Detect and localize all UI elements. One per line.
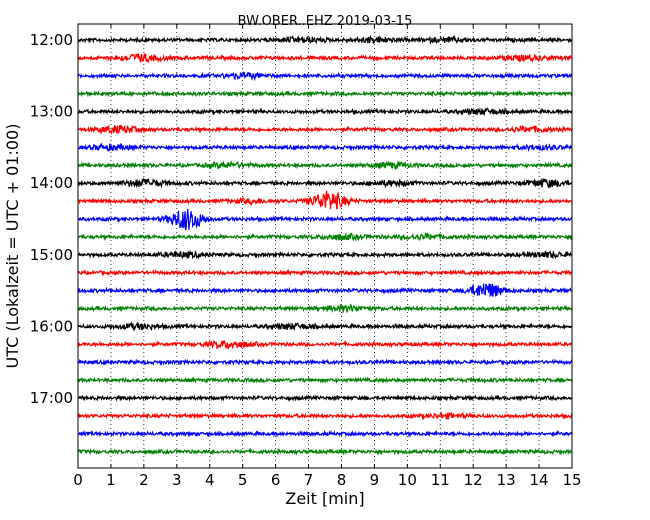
x-axis-label: Zeit [min]	[285, 489, 364, 508]
trace-1330	[77, 142, 573, 153]
x-tick-label: 13	[497, 471, 516, 489]
x-tick-label: 1	[106, 471, 116, 489]
x-tick-label: 12	[464, 471, 483, 489]
trace-1400	[77, 177, 573, 189]
trace-1530	[77, 283, 573, 297]
x-tick-label: 11	[431, 471, 450, 489]
x-tick-label: 14	[530, 471, 549, 489]
trace-1245	[77, 89, 573, 98]
x-tick-label: 2	[139, 471, 149, 489]
trace-1700	[77, 393, 573, 402]
x-tick-label: 7	[304, 471, 314, 489]
y-tick-label: 12:00	[30, 31, 73, 49]
y-tick-label: 15:00	[30, 246, 73, 264]
x-tick-label: 5	[238, 471, 248, 489]
trace-1715	[77, 411, 573, 421]
y-tick-label: 17:00	[30, 389, 73, 407]
trace-1745	[77, 447, 573, 456]
trace-1600	[77, 320, 573, 332]
x-tick-label: 10	[398, 471, 417, 489]
trace-1445	[77, 231, 573, 242]
plot-frame	[77, 23, 573, 469]
trace-1515	[77, 268, 573, 277]
trace-1545	[77, 303, 573, 314]
x-tick-label: 4	[205, 471, 215, 489]
trace-1345	[77, 160, 573, 171]
x-tick-label: 8	[337, 471, 347, 489]
x-axis-ticks: 0 1 2 3 4 5 6 7 8 9 10 11 12 13 14 15	[73, 24, 582, 489]
trace-1215	[77, 53, 573, 64]
trace-1430	[77, 208, 573, 231]
x-tick-label: 0	[73, 471, 83, 489]
x-tick-label: 15	[562, 471, 581, 489]
grid-lines	[110, 24, 540, 468]
trace-1730	[77, 429, 573, 438]
trace-1500	[77, 249, 573, 260]
trace-1415	[77, 190, 573, 210]
trace-1300	[77, 107, 573, 117]
trace-1315	[77, 124, 573, 135]
x-tick-label: 9	[370, 471, 380, 489]
trace-1630	[77, 358, 573, 367]
trace-1230	[77, 71, 573, 82]
trace-1615	[77, 339, 573, 350]
trace-1200	[77, 34, 573, 45]
x-tick-label: 3	[172, 471, 182, 489]
y-tick-label: 14:00	[30, 174, 73, 192]
trace-1645	[77, 375, 573, 385]
y-axis-ticks: 12:00 13:00 14:00 15:00 16:00 17:00	[30, 31, 572, 407]
y-axis-label: UTC (Lokalzeit = UTC + 01:00)	[3, 124, 22, 369]
chart-title: BW.OBER..EHZ 2019-03-15	[238, 14, 413, 29]
y-tick-label: 13:00	[30, 103, 73, 121]
x-tick-label: 6	[271, 471, 281, 489]
seismic-traces	[77, 34, 573, 456]
y-tick-label: 16:00	[30, 317, 73, 335]
